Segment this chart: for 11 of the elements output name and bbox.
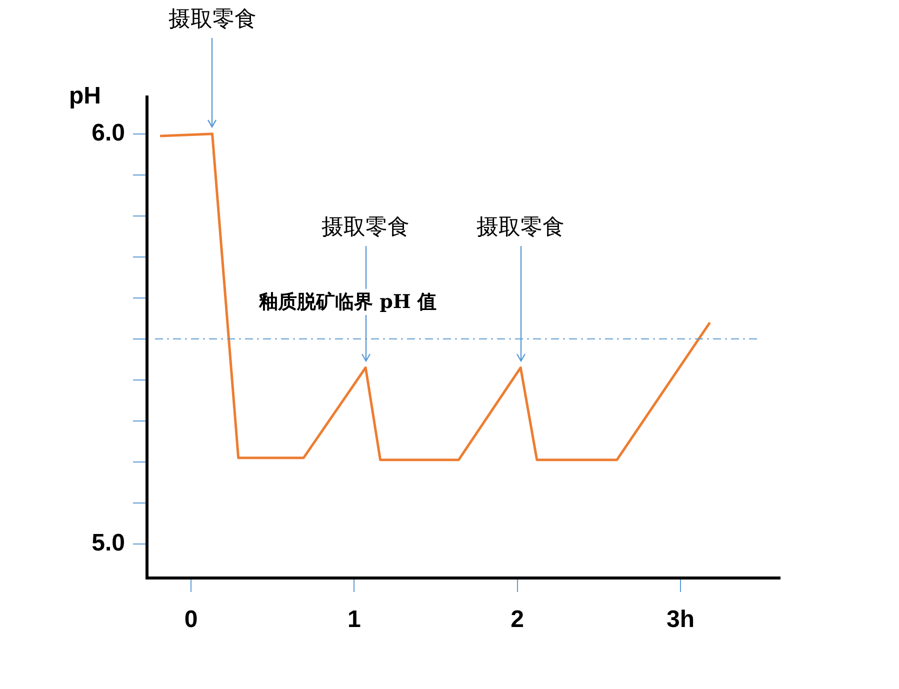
x-tick-label: 1 [348,606,361,634]
y-tick-label: 5.0 [92,530,125,557]
y-axis-title: pH [69,82,101,110]
annotation: 摄取零食 [167,6,258,34]
ref-line-label: 釉质脱矿临界 pH 值 [257,288,438,315]
x-tick-label: 2 [510,606,524,634]
y-tick-label: 6.0 [92,120,125,147]
annotation: 摄取零食 [320,214,411,242]
annotation: 摄取零食 [476,214,566,242]
x-tick-label: 0 [184,606,198,634]
x-tick-label: 3h [666,606,694,634]
